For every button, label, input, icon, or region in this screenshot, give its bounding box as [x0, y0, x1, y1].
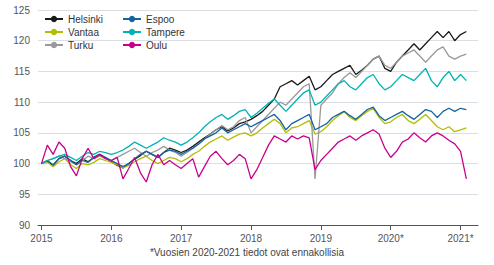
svg-text:125: 125 [13, 5, 30, 16]
svg-text:Vantaa: Vantaa [68, 27, 99, 38]
svg-text:Turku: Turku [68, 40, 93, 51]
svg-text:120: 120 [13, 35, 30, 46]
svg-text:90: 90 [19, 220, 31, 231]
svg-text:*Vuosien 2020-2021 tiedot ovat: *Vuosien 2020-2021 tiedot ovat ennakolli… [150, 247, 345, 258]
svg-text:Tampere: Tampere [146, 27, 185, 38]
svg-text:2019: 2019 [310, 233, 333, 244]
svg-text:115: 115 [14, 66, 30, 77]
svg-text:Oulu: Oulu [146, 40, 167, 51]
svg-text:105: 105 [13, 127, 30, 138]
svg-text:110: 110 [14, 97, 30, 108]
svg-text:2017: 2017 [170, 233, 193, 244]
svg-text:2020*: 2020* [378, 233, 404, 244]
svg-text:2021*: 2021* [447, 233, 473, 244]
svg-text:Espoo: Espoo [146, 14, 175, 25]
svg-text:2015: 2015 [30, 233, 53, 244]
svg-text:2016: 2016 [100, 233, 123, 244]
svg-text:2018: 2018 [240, 233, 263, 244]
svg-text:100: 100 [13, 158, 30, 169]
svg-text:95: 95 [19, 189, 31, 200]
svg-text:Helsinki: Helsinki [68, 14, 103, 25]
